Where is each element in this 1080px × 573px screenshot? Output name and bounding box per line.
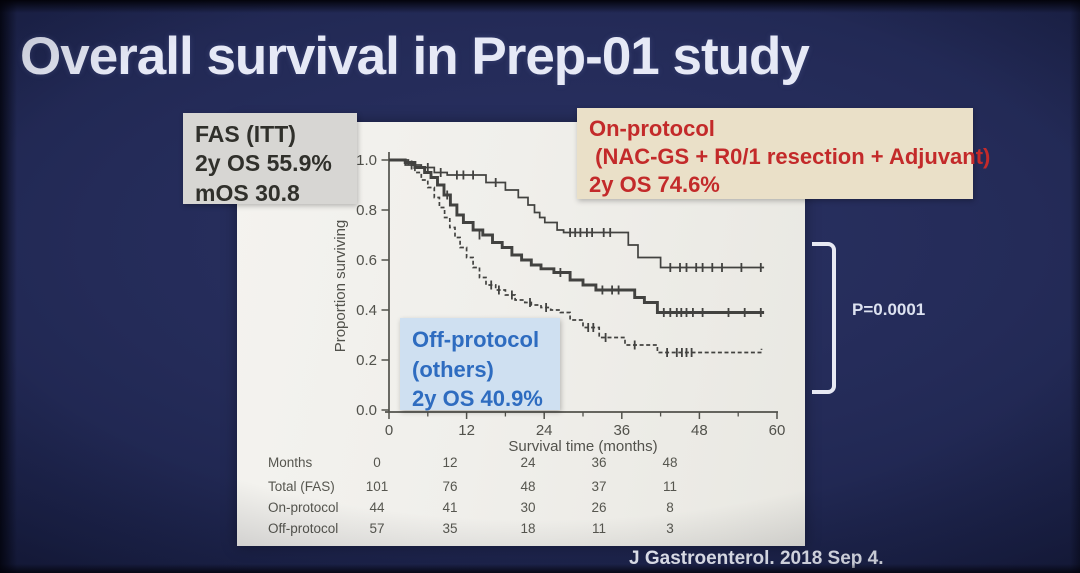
svg-text:0.8: 0.8 bbox=[356, 202, 377, 219]
annotation-line: 2y OS 74.6% bbox=[589, 172, 720, 198]
svg-text:36: 36 bbox=[613, 422, 630, 439]
annotation-line: On-protocol bbox=[589, 116, 715, 141]
svg-text:0.2: 0.2 bbox=[356, 352, 377, 369]
annotation-line: (NAC-GS + R0/1 resection + Adjuvant) bbox=[589, 144, 991, 170]
p-value-label: P=0.0001 bbox=[852, 300, 926, 319]
fas-annotation-box: FAS (ITT) 2y OS 55.9% mOS 30.8 bbox=[183, 113, 357, 206]
svg-text:Survival time (months): Survival time (months) bbox=[508, 438, 657, 455]
svg-text:0.0: 0.0 bbox=[356, 402, 377, 419]
annotation-line: 2y OS 55.9% bbox=[195, 150, 332, 177]
svg-text:0.4: 0.4 bbox=[356, 302, 377, 319]
off-protocol-annotation-box: Off-protocol (others) 2y OS 40.9% bbox=[400, 318, 560, 411]
on-protocol-annotation-box: On-protocol (NAC-GS + R0/1 resection + A… bbox=[577, 108, 991, 199]
annotation-line: 2y OS 40.9% bbox=[412, 386, 543, 412]
svg-text:24: 24 bbox=[536, 422, 553, 439]
page-title: Overall survival in Prep-01 study bbox=[20, 27, 810, 86]
annotation-line: mOS 30.8 bbox=[195, 179, 300, 206]
annotation-line: FAS (ITT) bbox=[195, 121, 296, 147]
svg-text:0.6: 0.6 bbox=[356, 252, 377, 269]
comparison-bracket bbox=[812, 242, 836, 394]
annotation-line: (others) bbox=[412, 356, 494, 382]
svg-text:60: 60 bbox=[769, 422, 786, 439]
svg-text:Proportion surviving: Proportion surviving bbox=[332, 220, 349, 353]
svg-text:48: 48 bbox=[691, 422, 708, 439]
svg-text:0: 0 bbox=[385, 422, 393, 439]
svg-text:1.0: 1.0 bbox=[356, 152, 377, 169]
citation: J Gastroenterol. 2018 Sep 4. bbox=[629, 548, 884, 569]
annotation-line: Off-protocol bbox=[412, 327, 540, 352]
svg-text:12: 12 bbox=[458, 422, 475, 439]
